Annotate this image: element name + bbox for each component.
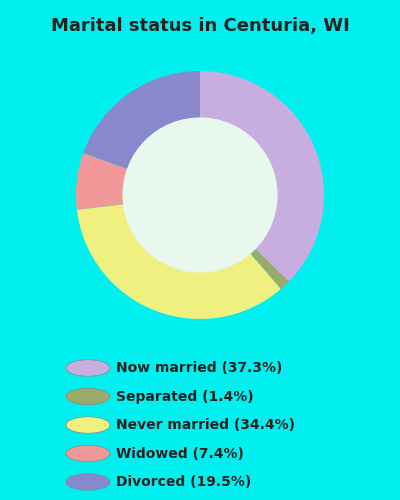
Circle shape (66, 417, 110, 433)
Text: Widowed (7.4%): Widowed (7.4%) (116, 446, 244, 460)
Circle shape (66, 446, 110, 462)
Text: Never married (34.4%): Never married (34.4%) (116, 418, 295, 432)
Wedge shape (83, 71, 200, 169)
Wedge shape (77, 204, 281, 319)
Wedge shape (250, 248, 289, 289)
Text: Separated (1.4%): Separated (1.4%) (116, 390, 254, 404)
Text: Marital status in Centuria, WI: Marital status in Centuria, WI (51, 18, 349, 36)
Text: Now married (37.3%): Now married (37.3%) (116, 361, 282, 375)
Circle shape (123, 118, 277, 272)
Text: Divorced (19.5%): Divorced (19.5%) (116, 475, 251, 489)
Wedge shape (76, 153, 128, 210)
Circle shape (66, 474, 110, 490)
Circle shape (66, 388, 110, 405)
Circle shape (66, 360, 110, 376)
Wedge shape (200, 71, 324, 282)
